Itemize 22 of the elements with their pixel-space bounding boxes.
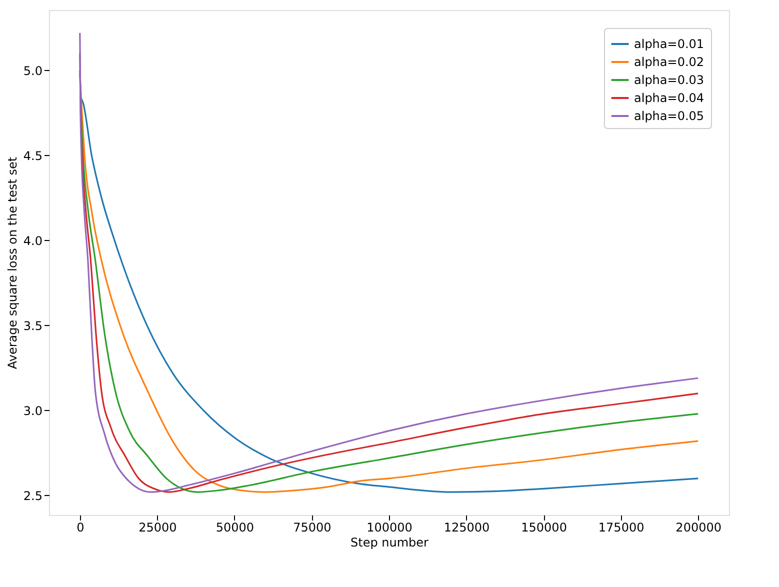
legend-label: alpha=0.03 <box>634 73 704 87</box>
x-tick-label: 125000 <box>444 520 490 534</box>
x-tick-label: 200000 <box>676 520 722 534</box>
x-axis-title: Step number <box>350 536 429 550</box>
y-tick-label: 3.5 <box>23 318 42 333</box>
y-axis-title: Average square loss on the test set <box>5 156 20 370</box>
y-tick-label: 4.5 <box>23 148 42 163</box>
x-tick-label: 100000 <box>366 520 412 534</box>
x-tick-label: 50000 <box>216 520 254 534</box>
legend-label: alpha=0.04 <box>634 91 704 105</box>
x-tick-label: 25000 <box>138 520 177 534</box>
x-tick-label: 75000 <box>293 520 332 534</box>
legend-label: alpha=0.05 <box>634 109 704 123</box>
legend-label: alpha=0.02 <box>634 55 704 69</box>
legend-label: alpha=0.01 <box>634 37 704 51</box>
x-tick-label: 175000 <box>598 520 644 534</box>
y-tick-label: 5.0 <box>23 64 42 78</box>
x-tick-label: 150000 <box>521 520 567 534</box>
y-tick-label: 4.0 <box>23 234 42 248</box>
y-tick-label: 2.5 <box>23 488 42 503</box>
y-tick-label: 3.0 <box>23 404 42 418</box>
x-tick-label: 0 <box>76 520 84 534</box>
